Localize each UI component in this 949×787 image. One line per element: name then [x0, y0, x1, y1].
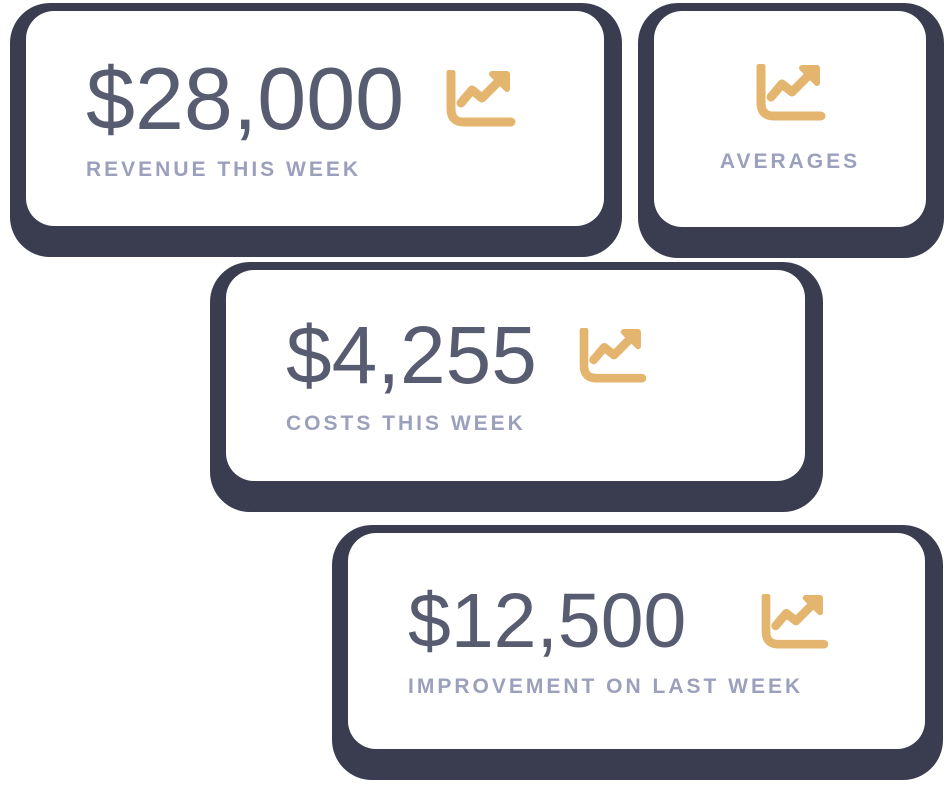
stat-label: REVENUE THIS WEEK — [86, 158, 362, 181]
stat-card-revenue: $28,000 REVENUE THIS WEEK — [10, 3, 622, 257]
stat-label: AVERAGES — [719, 150, 861, 173]
stat-value: $4,255 — [286, 310, 537, 401]
chart-line-icon — [577, 328, 647, 384]
stat-card-costs-surface: $4,255 COSTS THIS WEEK — [226, 270, 805, 481]
chart-line-icon — [444, 70, 516, 128]
stat-value-row: $4,255 — [286, 315, 647, 397]
stat-card-improvement: $12,500 IMPROVEMENT ON LAST WEEK — [332, 525, 943, 780]
stat-card-revenue-surface: $28,000 REVENUE THIS WEEK — [26, 11, 604, 226]
stat-card-costs: $4,255 COSTS THIS WEEK — [210, 262, 823, 512]
stat-value: $28,000 — [86, 49, 405, 148]
stat-value: $12,500 — [408, 578, 687, 664]
stat-card-averages-surface: AVERAGES — [654, 11, 926, 227]
chart-line-icon — [754, 64, 826, 122]
stat-label: COSTS THIS WEEK — [286, 412, 526, 435]
stat-value-row: $12,500 — [408, 583, 830, 660]
stat-card-averages: AVERAGES — [638, 3, 944, 258]
stat-value-row: $28,000 — [86, 55, 516, 143]
stat-label: IMPROVEMENT ON LAST WEEK — [408, 675, 804, 698]
stat-card-improvement-surface: $12,500 IMPROVEMENT ON LAST WEEK — [348, 533, 925, 749]
chart-line-icon — [758, 593, 830, 650]
